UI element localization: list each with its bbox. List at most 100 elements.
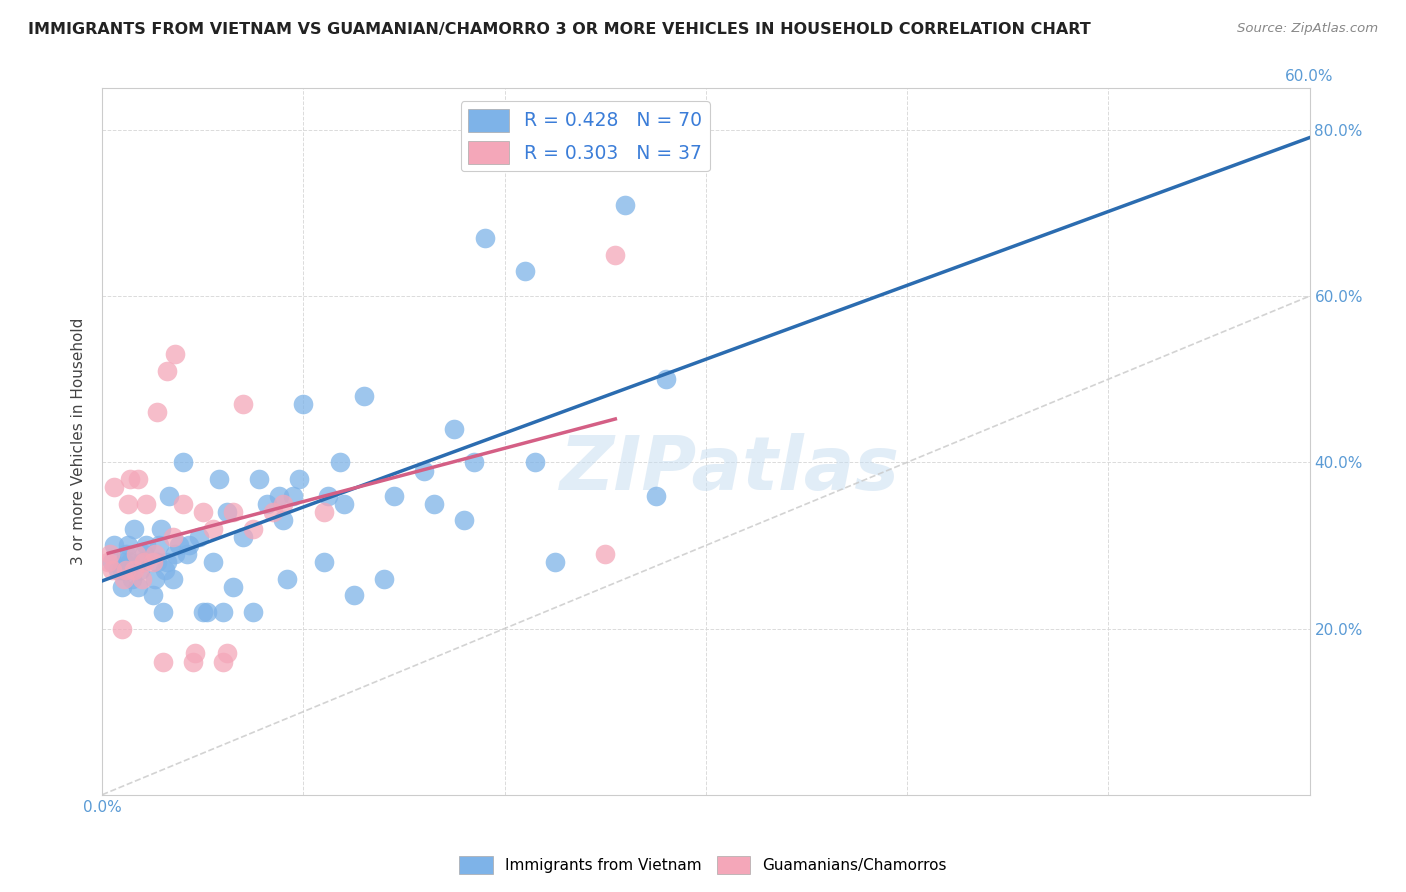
Point xyxy=(152,655,174,669)
Point xyxy=(269,489,291,503)
Point xyxy=(135,497,157,511)
Point xyxy=(124,563,146,577)
Point xyxy=(134,555,156,569)
Point xyxy=(135,538,157,552)
Point xyxy=(242,605,264,619)
Point xyxy=(292,397,315,411)
Point xyxy=(212,605,235,619)
Point xyxy=(513,264,536,278)
Point xyxy=(112,572,135,586)
Point xyxy=(256,497,278,511)
Point xyxy=(117,563,139,577)
Point xyxy=(215,505,238,519)
Point xyxy=(103,538,125,552)
Point xyxy=(115,563,138,577)
Point xyxy=(242,522,264,536)
Point xyxy=(141,555,163,569)
Point xyxy=(614,198,637,212)
Legend: R = 0.428   N = 70, R = 0.303   N = 37: R = 0.428 N = 70, R = 0.303 N = 37 xyxy=(461,102,710,171)
Point xyxy=(187,530,209,544)
Point xyxy=(201,555,224,569)
Legend: Immigrants from Vietnam, Guamanians/Chamorros: Immigrants from Vietnam, Guamanians/Cham… xyxy=(453,850,953,880)
Point xyxy=(101,563,124,577)
Point xyxy=(155,555,177,569)
Point xyxy=(167,538,190,552)
Point xyxy=(163,547,186,561)
Point xyxy=(654,372,676,386)
Point xyxy=(120,555,142,569)
Point xyxy=(373,572,395,586)
Point xyxy=(232,530,254,544)
Point xyxy=(208,472,231,486)
Point xyxy=(117,538,139,552)
Point xyxy=(98,547,121,561)
Point xyxy=(155,364,177,378)
Point xyxy=(312,555,335,569)
Point xyxy=(332,497,354,511)
Point xyxy=(644,489,666,503)
Point xyxy=(115,547,138,561)
Point xyxy=(112,555,135,569)
Point xyxy=(544,555,567,569)
Point xyxy=(111,563,134,577)
Point xyxy=(107,563,129,577)
Point xyxy=(288,472,311,486)
Point xyxy=(125,547,148,561)
Point xyxy=(127,472,149,486)
Point xyxy=(131,555,153,569)
Point xyxy=(141,588,163,602)
Point xyxy=(523,455,546,469)
Point xyxy=(201,522,224,536)
Point xyxy=(153,563,176,577)
Point xyxy=(271,513,294,527)
Point xyxy=(232,397,254,411)
Point xyxy=(443,422,465,436)
Point xyxy=(215,647,238,661)
Point xyxy=(111,622,134,636)
Text: IMMIGRANTS FROM VIETNAM VS GUAMANIAN/CHAMORRO 3 OR MORE VEHICLES IN HOUSEHOLD CO: IMMIGRANTS FROM VIETNAM VS GUAMANIAN/CHA… xyxy=(28,22,1091,37)
Point xyxy=(191,505,214,519)
Point xyxy=(316,489,339,503)
Point xyxy=(124,522,146,536)
Text: Source: ZipAtlas.com: Source: ZipAtlas.com xyxy=(1237,22,1378,36)
Point xyxy=(184,647,207,661)
Point xyxy=(463,455,485,469)
Point xyxy=(145,555,167,569)
Point xyxy=(212,655,235,669)
Point xyxy=(117,497,139,511)
Point xyxy=(423,497,446,511)
Point xyxy=(474,231,496,245)
Point xyxy=(262,505,284,519)
Point xyxy=(413,464,436,478)
Point xyxy=(176,547,198,561)
Point xyxy=(163,347,186,361)
Point xyxy=(283,489,305,503)
Point xyxy=(177,538,200,552)
Point xyxy=(121,572,143,586)
Point xyxy=(343,588,366,602)
Point xyxy=(191,605,214,619)
Point xyxy=(222,505,245,519)
Point xyxy=(312,505,335,519)
Point xyxy=(181,655,204,669)
Point xyxy=(149,522,172,536)
Point xyxy=(162,572,184,586)
Point xyxy=(605,247,627,261)
Point xyxy=(593,547,616,561)
Point xyxy=(152,605,174,619)
Point xyxy=(129,563,152,577)
Point xyxy=(145,405,167,419)
Point xyxy=(101,555,124,569)
Point xyxy=(276,572,298,586)
Point xyxy=(97,555,120,569)
Point xyxy=(148,538,170,552)
Point xyxy=(453,513,475,527)
Point xyxy=(195,605,218,619)
Point xyxy=(143,547,166,561)
Point xyxy=(247,472,270,486)
Point xyxy=(103,480,125,494)
Point xyxy=(329,455,352,469)
Point xyxy=(120,472,142,486)
Point xyxy=(353,389,375,403)
Point xyxy=(157,489,180,503)
